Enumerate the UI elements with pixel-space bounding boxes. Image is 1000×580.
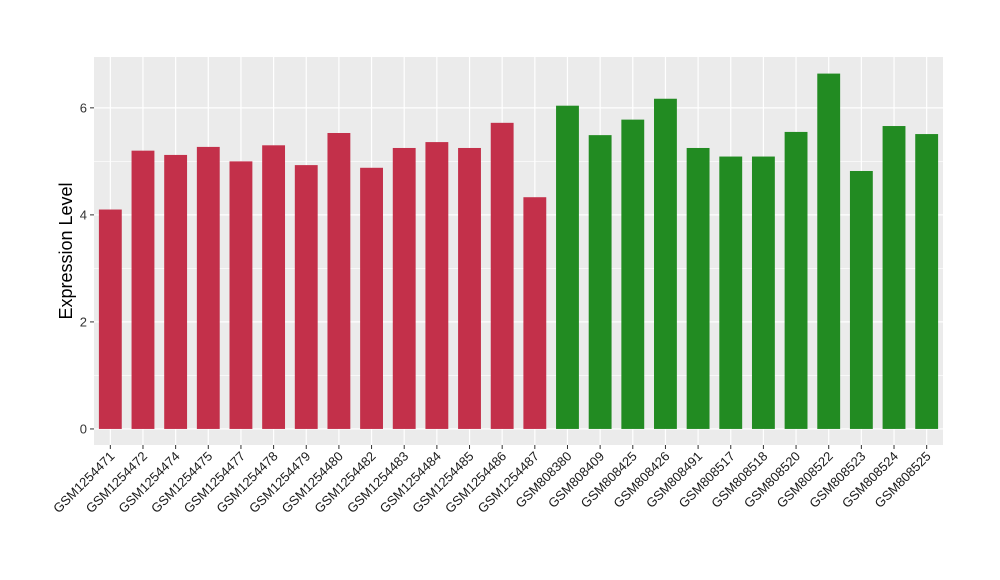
bar <box>131 150 155 429</box>
bar <box>392 147 416 429</box>
bar <box>523 197 547 429</box>
bar <box>327 132 351 429</box>
plot-panel <box>94 57 943 445</box>
y-tick-label: 0 <box>80 421 87 436</box>
bar <box>262 145 286 429</box>
bar <box>882 126 906 429</box>
bar <box>458 147 481 429</box>
bar <box>164 154 188 429</box>
bar <box>490 122 514 429</box>
bar <box>719 156 743 429</box>
y-tick-label: 2 <box>80 314 87 329</box>
x-axis: GSM1254471GSM1254472GSM1254474GSM1254475… <box>50 445 934 516</box>
bar <box>817 73 841 429</box>
bar <box>654 98 677 429</box>
bar <box>196 146 220 429</box>
bar <box>229 161 253 429</box>
bar <box>915 134 939 429</box>
bars <box>98 73 939 429</box>
bar <box>556 105 579 429</box>
y-axis-title: Expression Level <box>56 182 76 319</box>
y-tick-label: 4 <box>80 207 87 222</box>
bar <box>784 131 808 429</box>
bar <box>849 170 873 429</box>
bar <box>621 119 645 429</box>
y-tick-label: 6 <box>80 100 87 115</box>
bar <box>294 165 318 429</box>
bar <box>751 156 775 429</box>
bar <box>360 167 383 429</box>
bar <box>686 147 710 429</box>
y-axis: 0 2 4 6 <box>80 100 94 436</box>
bar <box>588 135 612 429</box>
bar <box>425 142 449 429</box>
bar <box>98 209 122 429</box>
